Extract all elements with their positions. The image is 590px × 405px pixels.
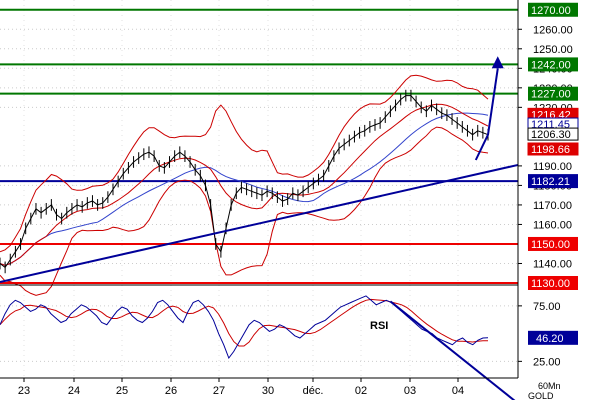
projection-arrow [474, 56, 504, 161]
price-tick-label: 1250.00 [533, 44, 573, 56]
price-badge [527, 127, 579, 141]
level-badge [528, 276, 578, 290]
fast-average [0, 103, 489, 266]
level-badge-label: 1227.00 [531, 89, 571, 101]
level-badge-label: 1270.00 [531, 5, 571, 17]
x-tick-label: 03 [404, 385, 416, 397]
price-tick-label: 1260.00 [533, 24, 573, 36]
level-badge-label: 1150.00 [531, 239, 570, 251]
x-axis: 23 24 25 26 27 30 déc. 02 03 04 [0, 377, 518, 397]
rsi-current-badge [528, 330, 578, 345]
rsi-series [0, 295, 489, 360]
price-badge [527, 142, 579, 156]
level-badge-label: 1182.21 [531, 176, 570, 188]
x-tick-label: 26 [165, 385, 177, 397]
x-tick-label: déc. [303, 385, 324, 397]
price-grid [0, 0, 518, 378]
rsi-signal-line [0, 298, 488, 347]
rsi-panel: RSI [0, 295, 518, 403]
projection-arrowhead [491, 56, 504, 69]
support-trendline [0, 163, 519, 283]
price-tick-label: 1170.00 [533, 200, 572, 212]
slow-average [0, 112, 489, 266]
price-badge-label: 1206.30 [531, 129, 571, 141]
level-badge-label: 1130.00 [531, 278, 570, 290]
level-badge [528, 2, 578, 17]
price-trendline [0, 163, 519, 283]
rsi-label: RSI [370, 320, 388, 332]
price-badge-label: 1198.66 [531, 144, 570, 156]
price-tick-label: 1140.00 [533, 258, 572, 270]
x-tick-label: 23 [18, 385, 30, 397]
upper-band [0, 74, 489, 253]
right-axis: 1260.001250.001240.001230.001220.001190.… [517, 0, 579, 378]
x-tick-label: 30 [262, 385, 274, 397]
rsi-current-label: 46.20 [536, 333, 564, 345]
rsi-trendline [389, 300, 517, 403]
price-panel [0, 0, 519, 378]
lower-band [0, 126, 489, 296]
level-badge [528, 174, 578, 189]
x-tick-label: 25 [116, 385, 128, 397]
level-badge [528, 236, 578, 251]
projection-path [474, 68, 499, 161]
price-tick-label: 1190.00 [533, 161, 572, 173]
rsi-trendline [389, 300, 517, 403]
price-line [0, 95, 489, 269]
level-badge-label: 1242.00 [531, 59, 571, 71]
instrument-label: GOLD [528, 391, 554, 400]
level-badge [528, 57, 578, 72]
price-tick-label: 1160.00 [533, 219, 572, 231]
rsi-tick-label: 25.00 [533, 356, 561, 368]
rsi-tick-label: 75.00 [533, 301, 561, 313]
x-tick-label: 02 [355, 385, 367, 397]
level-badge [528, 86, 578, 101]
rsi-line [0, 295, 489, 360]
price-series [0, 74, 489, 296]
timeframe-label: 60Mn [538, 381, 561, 391]
x-tick-label: 27 [213, 385, 225, 397]
x-tick-label: 24 [68, 385, 80, 397]
x-tick-label: 04 [452, 385, 464, 397]
price-levels [0, 8, 518, 284]
